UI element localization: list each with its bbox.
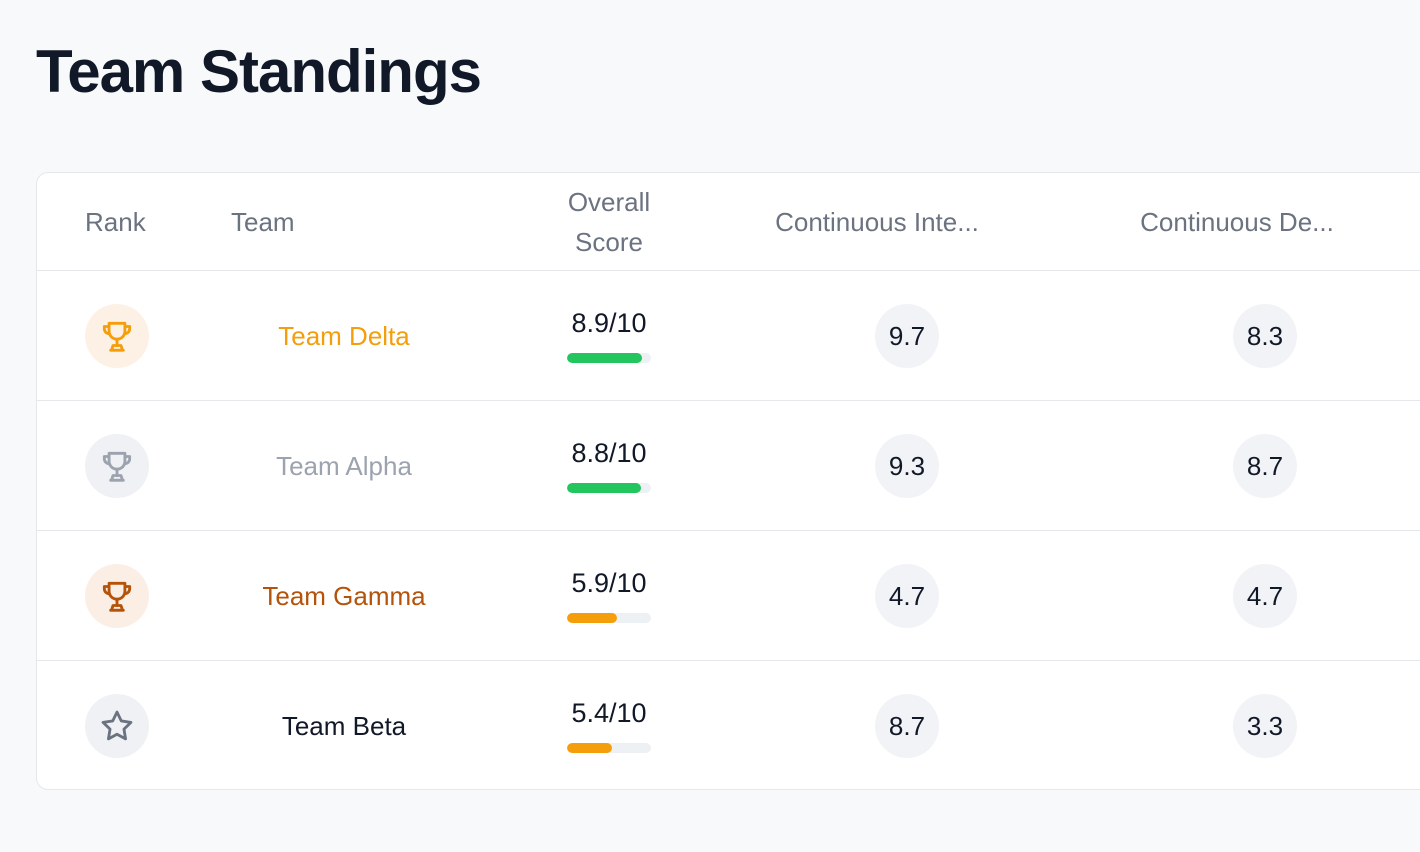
page-title: Team Standings [36, 38, 482, 105]
team-name[interactable]: Team Beta [281, 710, 407, 741]
cd-score-badge: 8.7 [1233, 434, 1297, 498]
ci-score-badge: 4.7 [875, 564, 939, 628]
overall-score-cell: 8.9/10 [559, 305, 659, 363]
ci-score-badge: 8.7 [875, 694, 939, 758]
table-row[interactable]: Team Alpha 8.8/10 9.3 8.7 [37, 401, 1420, 531]
trophy-icon [98, 447, 136, 485]
overall-score-cell: 5.4/10 [559, 695, 659, 753]
header-team[interactable]: Team [231, 207, 295, 237]
overall-score-value: 8.9/10 [571, 308, 647, 338]
rank-badge [85, 304, 149, 368]
trophy-icon [98, 317, 136, 355]
team-name[interactable]: Team Alpha [276, 450, 412, 481]
score-progress-bar [567, 483, 651, 493]
score-progress-fill [567, 613, 617, 623]
table-row[interactable]: Team Gamma 5.9/10 4.7 4.7 [37, 531, 1420, 661]
table-row[interactable]: Team Delta 8.9/10 9.7 8.3 [37, 271, 1420, 401]
score-progress-fill [567, 483, 641, 493]
team-name[interactable]: Team Gamma [262, 580, 426, 611]
star-icon [98, 707, 136, 745]
overall-score-cell: 5.9/10 [559, 565, 659, 623]
overall-score-cell: 8.8/10 [559, 435, 659, 493]
score-progress-bar [567, 613, 651, 623]
overall-score-value: 5.4/10 [571, 698, 647, 728]
trophy-icon [98, 577, 136, 615]
header-continuous-integration[interactable]: Continuous Inte... [775, 207, 979, 237]
cd-score-badge: 4.7 [1233, 564, 1297, 628]
overall-score-value: 5.9/10 [571, 568, 647, 598]
header-overall-line2: Score [575, 227, 643, 257]
score-progress-bar [567, 353, 651, 363]
ci-score-badge: 9.3 [875, 434, 939, 498]
score-progress-fill [567, 353, 642, 363]
cd-score-badge: 3.3 [1233, 694, 1297, 758]
overall-score-value: 8.8/10 [571, 438, 647, 468]
rank-badge [85, 694, 149, 758]
table-row[interactable]: Team Beta 5.4/10 8.7 3.3 [37, 661, 1420, 791]
header-overall-score[interactable]: Overall Score [509, 173, 709, 271]
score-progress-bar [567, 743, 651, 753]
rank-badge [85, 564, 149, 628]
rank-badge [85, 434, 149, 498]
cd-score-badge: 8.3 [1233, 304, 1297, 368]
header-continuous-deployment[interactable]: Continuous De... [1140, 207, 1334, 237]
team-name[interactable]: Team Delta [278, 320, 410, 351]
ci-score-badge: 9.7 [875, 304, 939, 368]
score-progress-fill [567, 743, 613, 753]
table-header: Rank Team Overall Score Continuous Inte.… [37, 173, 1420, 271]
header-rank[interactable]: Rank [85, 207, 146, 237]
header-overall-line1: Overall [567, 187, 651, 217]
standings-table: Rank Team Overall Score Continuous Inte.… [36, 172, 1420, 790]
